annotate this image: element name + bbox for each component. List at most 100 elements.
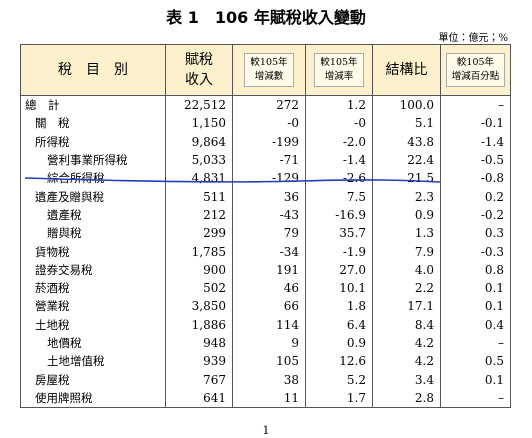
header-line: 較105年 — [456, 57, 495, 68]
item-name: 遺產稅 — [20, 205, 166, 225]
cell-value: 1,150 — [165, 114, 233, 133]
cell-value: -0.5 — [440, 150, 511, 170]
cell-value: -0 — [305, 114, 373, 133]
cell-value: 272 — [232, 95, 306, 115]
cell-value: – — [440, 95, 511, 115]
cell-value: -1.4 — [440, 132, 511, 151]
item-name: 土地稅 — [20, 315, 166, 334]
item-name: 營業稅 — [20, 297, 166, 316]
header-box: 較105年 增減率 — [314, 53, 364, 87]
cell-value: 1.7 — [305, 388, 373, 409]
cell-value: 4.2 — [372, 333, 441, 353]
table-row: 土地稅 1,886 114 6.4 8.4 0.4 — [20, 315, 511, 334]
cell-value: -16.9 — [305, 205, 373, 225]
cell-value: – — [440, 333, 511, 353]
cell-value: 948 — [165, 333, 233, 353]
cell-value: 212 — [165, 205, 233, 225]
cell-value: 0.8 — [440, 260, 511, 279]
cell-value: 11 — [232, 388, 306, 409]
cell-value: 4.2 — [372, 352, 441, 371]
table-row: 土地增值稅 939 105 12.6 4.2 0.5 — [20, 352, 511, 371]
column-header: 賦稅 收入 — [165, 44, 233, 96]
cell-value: 10.1 — [305, 278, 373, 298]
item-name: 證券交易稅 — [20, 260, 166, 279]
cell-value: 5.2 — [305, 370, 373, 389]
header-line: 賦稅 — [185, 52, 213, 68]
cell-value: 79 — [232, 224, 306, 243]
cell-value: 0.5 — [440, 352, 511, 371]
cell-value: 66 — [232, 297, 306, 316]
cell-value: 8.4 — [372, 315, 441, 334]
item-name: 遺產及贈與稅 — [20, 187, 166, 206]
cell-value: 43.8 — [372, 132, 441, 151]
item-name: 菸酒稅 — [20, 278, 166, 298]
cell-value: 1.8 — [305, 297, 373, 316]
cell-value: -2.0 — [305, 132, 373, 151]
table-row: 菸酒稅 502 46 10.1 2.2 0.1 — [20, 278, 511, 298]
cell-value: 9,864 — [165, 132, 233, 151]
column-header: 結構比 — [372, 44, 441, 96]
header-line: 增減數 — [254, 71, 284, 82]
item-name: 使用牌照稅 — [20, 388, 166, 409]
item-name: 地價稅 — [20, 333, 166, 353]
unit-note: 單位：億元；% — [438, 33, 508, 44]
cell-value: 299 — [165, 224, 233, 243]
cell-value: 22.4 — [372, 150, 441, 170]
cell-value: 1,886 — [165, 315, 233, 334]
item-name: 貨物稅 — [20, 242, 166, 261]
header-line: 收入 — [185, 72, 213, 88]
cell-value: 0.1 — [440, 278, 511, 298]
cell-value: 27.0 — [305, 260, 373, 279]
cell-value: – — [440, 388, 511, 409]
table-row: 綜合所得稅 4,831 -129 -2.6 21.5 -0.8 — [20, 169, 511, 188]
table-row: 總 計 22,512 272 1.2 100.0– — [20, 95, 511, 115]
table-row: 證券交易稅 900 191 27.0 4.0 0.8 — [20, 260, 511, 279]
cell-value: -0.8 — [440, 169, 511, 188]
cell-value: -2.6 — [305, 169, 373, 188]
cell-value: 105 — [232, 352, 306, 371]
header-box: 較105年 增減數 — [244, 53, 294, 87]
cell-value: -34 — [232, 242, 306, 261]
table-row: 房屋稅 767 38 5.2 3.4 0.1 — [20, 370, 511, 389]
item-name: 營利事業所得稅 — [20, 150, 166, 170]
table-row: 貨物稅 1,785 -34 -1.9 7.9 -0.3 — [20, 242, 511, 261]
cell-value: 767 — [165, 370, 233, 389]
header-box: 較105年 增減百分點 — [445, 53, 506, 87]
table-row: 遺產及贈與稅 511 36 7.5 2.3 0.2 — [20, 187, 511, 206]
cell-value: 3.4 — [372, 370, 441, 389]
cell-value: 5.1 — [372, 114, 441, 133]
cell-value: 502 — [165, 278, 233, 298]
cell-value: -71 — [232, 150, 306, 170]
table-row: 贈與稅 299 79 35.7 1.3 0.3 — [20, 224, 511, 243]
header-line: 結構比 — [385, 62, 428, 78]
cell-value: 2.2 — [372, 278, 441, 298]
cell-value: 1.3 — [372, 224, 441, 243]
cell-value: 0.2 — [440, 187, 511, 206]
cell-value: -0.3 — [440, 242, 511, 261]
cell-value: -43 — [232, 205, 306, 225]
table-body: 總 計 22,512 272 1.2 100.0– 關 稅 1,150 -0 -0 5.1 -0.1… — [20, 95, 511, 409]
cell-value: 1,785 — [165, 242, 233, 261]
cell-value: 191 — [232, 260, 306, 279]
cell-value: 511 — [165, 187, 233, 206]
table-row: 地價稅 948 9 0.9 4.2– — [20, 333, 511, 353]
cell-value: 0.1 — [440, 297, 511, 316]
item-name: 總 計 — [20, 95, 166, 115]
header-line: 稅 目 別 — [58, 62, 128, 78]
cell-value: 4.0 — [372, 260, 441, 279]
tax-table: 稅 目 別賦稅 收入 較105年 增減數 較105年 增減率 結構比 較105年 增減百分點 總… — [20, 44, 511, 409]
cell-value: 36 — [232, 187, 306, 206]
cell-value: 6.4 — [305, 315, 373, 334]
cell-value: 0.4 — [440, 315, 511, 334]
cell-value: -1.4 — [305, 150, 373, 170]
header-line: 較105年 — [320, 57, 358, 68]
cell-value: 900 — [165, 260, 233, 279]
cell-value: 17.1 — [372, 297, 441, 316]
cell-value: 114 — [232, 315, 306, 334]
cell-value: 38 — [232, 370, 306, 389]
table-row: 營利事業所得稅 5,033 -71 -1.4 22.4 -0.5 — [20, 150, 511, 170]
item-name: 所得稅 — [20, 132, 166, 151]
page-number: 1 — [262, 424, 270, 437]
cell-value: 7.5 — [305, 187, 373, 206]
